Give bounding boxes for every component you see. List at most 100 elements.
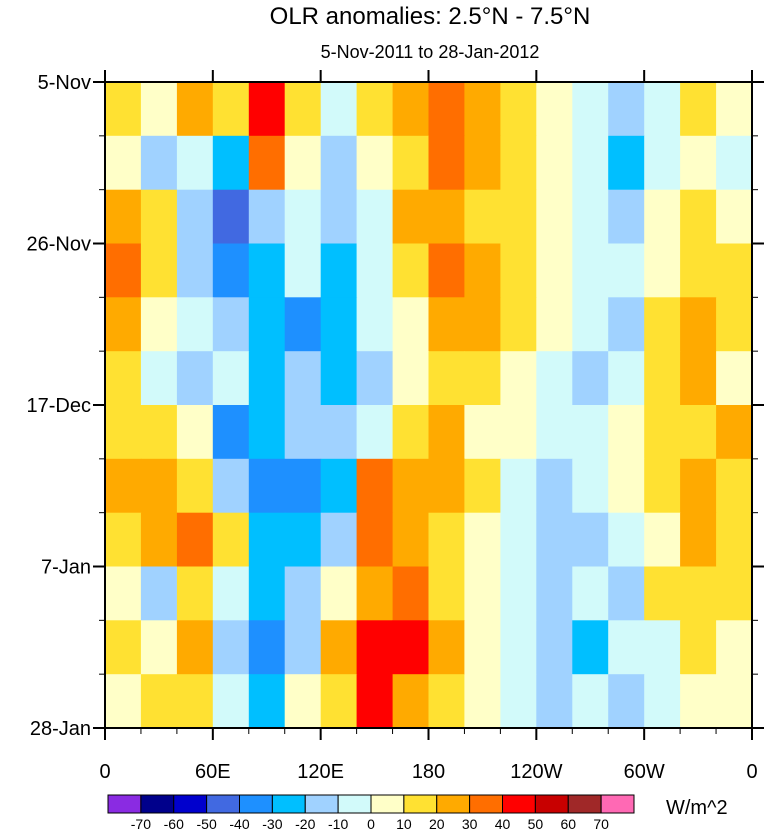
heatmap-cell xyxy=(248,351,286,406)
heatmap-cell xyxy=(464,512,501,568)
heatmap-cell xyxy=(644,82,681,137)
heatmap-cell xyxy=(464,620,501,675)
heatmap-cell xyxy=(428,458,465,514)
heatmap-cell xyxy=(464,674,501,729)
heatmap-cell xyxy=(680,566,717,621)
heatmap-cell xyxy=(356,405,394,460)
colorbar-label: -20 xyxy=(295,816,315,830)
colorbar-swatch xyxy=(403,794,438,814)
heatmap-cell xyxy=(716,297,753,352)
heatmap-cell xyxy=(608,82,645,137)
heatmap-cell xyxy=(248,620,286,675)
x-tick-label: 0 xyxy=(99,761,110,783)
heatmap-cell xyxy=(284,566,322,621)
heatmap-cell xyxy=(536,82,573,137)
heatmap-cell xyxy=(608,189,645,245)
heatmap-cell xyxy=(320,674,358,729)
heatmap-cell xyxy=(105,405,142,460)
heatmap-cell xyxy=(356,82,394,137)
colorbar-swatch xyxy=(206,794,240,814)
heatmap-cell xyxy=(464,351,501,406)
heatmap-cell xyxy=(644,297,681,352)
heatmap-cell xyxy=(320,405,358,460)
heatmap-cell xyxy=(248,297,286,352)
heatmap-cell xyxy=(500,135,537,191)
heatmap-cell xyxy=(716,351,753,406)
heatmap-cell xyxy=(176,82,214,137)
heatmap-cell xyxy=(320,243,358,298)
heatmap-cell xyxy=(392,82,430,137)
heatmap-cell xyxy=(716,82,753,137)
heatmap-cell xyxy=(176,674,214,729)
heatmap-cell xyxy=(320,297,358,352)
heatmap-cell xyxy=(176,620,214,675)
heatmap-cell xyxy=(536,566,573,621)
heatmap-cell xyxy=(500,620,537,675)
heatmap-cell xyxy=(716,674,753,729)
heatmap-cell xyxy=(428,351,465,406)
colorbar: -70 -60 -50 -40 -30 -20 -10 0 10 20 30 40 50 60 70 xyxy=(107,794,635,830)
colorbar-label: -30 xyxy=(262,816,282,830)
heatmap-cell xyxy=(284,297,322,352)
heatmap-cell xyxy=(356,351,394,406)
heatmap-cell xyxy=(392,189,430,245)
heatmap-cell xyxy=(536,297,573,352)
y-tick-label: 5-Nov xyxy=(38,72,91,94)
heatmap-cell xyxy=(536,351,573,406)
heatmap-cell xyxy=(716,620,753,675)
heatmap-cell xyxy=(500,458,537,514)
heatmap-cell xyxy=(392,458,430,514)
heatmap-cell xyxy=(608,135,645,191)
heatmap-cell xyxy=(392,135,430,191)
heatmap-cell xyxy=(105,566,142,621)
heatmap-cell xyxy=(284,405,322,460)
heatmap-cell xyxy=(644,243,681,298)
heatmap-cell xyxy=(140,458,178,514)
heatmap-cell xyxy=(572,135,609,191)
colorbar-label: 60 xyxy=(560,816,576,830)
heatmap-cell xyxy=(572,351,609,406)
heatmap-cell xyxy=(320,135,358,191)
x-tick-label: 180 xyxy=(412,761,445,783)
heatmap-cell xyxy=(212,566,250,621)
heatmap-cell xyxy=(572,512,609,568)
heatmap-cell xyxy=(212,351,250,406)
heatmap-cell xyxy=(320,82,358,137)
colorbar-swatch xyxy=(370,794,405,814)
colorbar-swatch xyxy=(469,794,503,814)
heatmap-cell xyxy=(500,566,537,621)
heatmap-cell xyxy=(356,458,394,514)
heatmap-cell xyxy=(212,82,250,137)
heatmap-cell xyxy=(140,512,178,568)
heatmap-cell xyxy=(680,351,717,406)
heatmap-cell xyxy=(464,82,501,137)
heatmap-cell xyxy=(176,512,214,568)
heatmap-cell xyxy=(212,405,250,460)
heatmap-cell xyxy=(536,620,573,675)
colorbar-swatch xyxy=(567,794,602,814)
heatmap-cell xyxy=(212,512,250,568)
x-axis: 0 60E 120E 180 120W 60W 0 xyxy=(99,70,758,783)
heatmap-cell xyxy=(716,135,753,191)
heatmap-cell xyxy=(644,189,681,245)
heatmap-cell xyxy=(428,674,465,729)
heatmap-cell xyxy=(356,674,394,729)
heatmap-cell xyxy=(680,405,717,460)
heatmap-cell xyxy=(464,189,501,245)
heatmap-cell xyxy=(716,458,753,514)
heatmap-cell xyxy=(716,189,753,245)
heatmap-cell xyxy=(284,512,322,568)
heatmap-cell xyxy=(608,674,645,729)
heatmap-cell xyxy=(392,243,430,298)
colorbar-label: -60 xyxy=(164,816,184,830)
heatmap-cell xyxy=(500,351,537,406)
x-tick-label: 60W xyxy=(624,761,665,783)
heatmap-cell xyxy=(356,297,394,352)
x-tick-label: 120W xyxy=(510,761,562,783)
heatmap-cell xyxy=(212,135,250,191)
heatmap-cell xyxy=(356,135,394,191)
heatmap-cell xyxy=(536,189,573,245)
heatmap-cell xyxy=(356,566,394,621)
heatmap-cell xyxy=(284,82,322,137)
